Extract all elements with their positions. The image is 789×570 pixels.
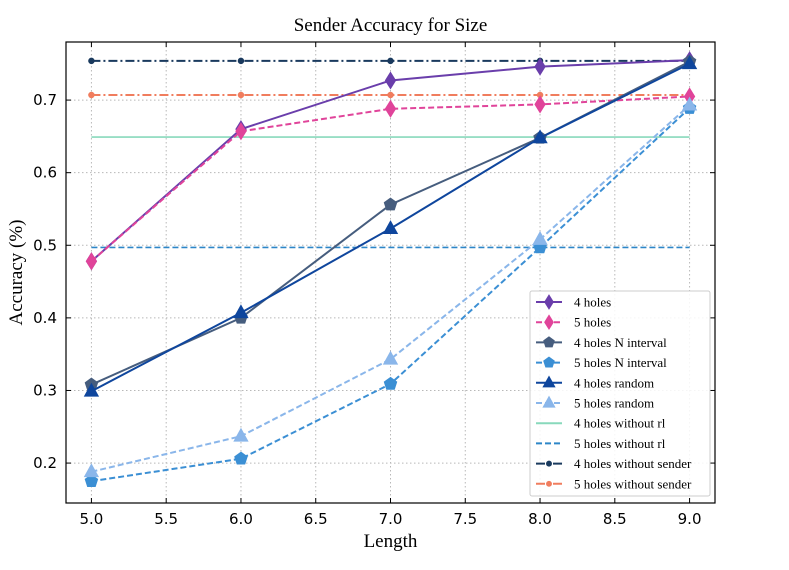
legend-label: 5 holes N interval [574,355,667,370]
data-point [532,129,548,144]
series-4-holes-without-sender [88,57,693,65]
y-tick-label: 0.4 [33,309,57,327]
legend-item: 4 holes without rl [536,416,666,431]
legend-label: 4 holes random [574,375,654,390]
y-tick-label: 0.3 [33,381,57,399]
data-point [88,91,95,99]
series-5-holes-without-sender [88,91,693,99]
legend-item: 5 holes random [536,396,654,411]
data-point [534,57,546,76]
legend-item: 5 holes without rl [536,436,666,451]
data-point [233,304,249,319]
legend-item: 5 holes N interval [536,355,667,370]
legend-item: 4 holes N interval [536,335,667,350]
data-point [85,252,98,271]
data-point [383,197,398,211]
data-point [681,96,698,111]
series-lines [83,51,698,487]
y-tick-label: 0.6 [33,164,57,182]
y-axis-label: Accuracy (%) [6,219,27,325]
legend-marker [542,375,556,388]
legend-marker [542,395,556,408]
data-point [88,57,95,65]
y-tick-label: 0.5 [33,236,57,254]
data-point [84,474,99,487]
data-point [384,99,397,118]
data-point [382,220,399,234]
legend-item: 5 holes without sender [536,476,692,491]
x-tick-label: 5.0 [79,510,103,528]
legend-label: 5 holes without rl [574,436,666,451]
legend-box [529,290,711,497]
data-point [234,451,248,465]
data-point [534,95,546,114]
legend-label: 4 holes [574,295,611,310]
legend: 4 holes 5 holes 4 holes N interval 5 holes … [529,290,711,497]
x-tick-label: 6.0 [229,510,253,528]
data-point [235,122,247,141]
x-tick-label: 6.5 [304,510,328,528]
y-tick-label: 0.2 [33,454,57,472]
series-5-holes [85,87,696,271]
legend-marker [546,480,552,487]
data-point [83,382,100,397]
x-tick-label: 5.5 [154,510,178,528]
series-5-holes-random [83,96,698,478]
y-tick-label: 0.7 [33,91,57,109]
x-tick-label: 8.0 [528,510,552,528]
series-4-holes [85,51,696,271]
legend-label: 5 holes without sender [574,476,692,491]
legend-label: 4 holes N interval [574,335,667,350]
data-point [681,55,698,70]
data-point [383,376,398,390]
series-line [91,104,691,473]
data-point [83,463,100,478]
legend-item: 4 holes random [536,375,654,390]
legend-item: 4 holes [536,294,611,310]
chart-title: Sender Accuracy for Size [294,15,488,36]
legend-item: 4 holes without sender [536,456,692,471]
legend-marker [546,460,552,467]
series-4-holes-random [83,55,698,397]
x-tick-label: 7.0 [379,510,403,528]
axis-ticks: 5.0 5.5 6.0 6.5 7.0 7.5 8.0 8.5 9.0 0.2 0.3 0.4 0.5 0… [33,42,715,528]
data-point [237,91,245,99]
x-axis-label: Length [364,531,418,552]
data-point [233,427,249,442]
x-tick-label: 9.0 [678,510,702,528]
legend-label: 4 holes without rl [574,416,666,431]
x-tick-label: 7.5 [453,510,477,528]
legend-item: 5 holes [536,314,611,331]
x-tick-label: 8.5 [603,510,627,528]
legend-marker [543,356,555,368]
data-point [384,71,397,90]
legend-marker [544,294,554,310]
data-point [382,350,399,365]
data-point [387,91,394,99]
legend-marker [543,336,555,348]
data-point [387,57,394,65]
data-point [237,57,245,65]
legend-label: 4 holes without sender [574,456,692,471]
data-point [532,230,548,245]
legend-label: 5 holes random [574,396,654,411]
legend-marker [544,314,554,331]
legend-label: 5 holes [574,315,611,330]
